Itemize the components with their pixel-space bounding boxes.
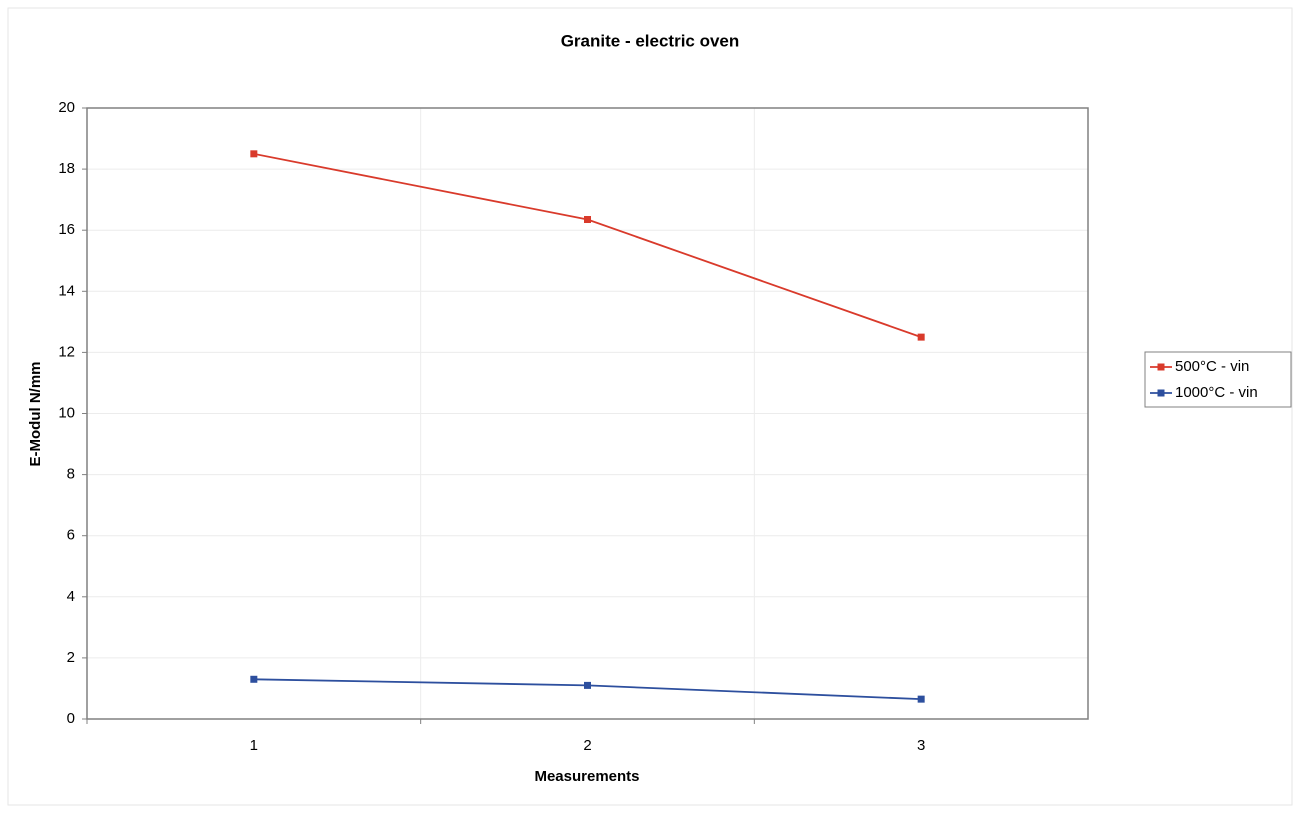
legend-marker [1157, 389, 1165, 397]
point-marker [250, 675, 258, 683]
point-marker [250, 150, 258, 158]
y-tick-label: 18 [58, 160, 75, 177]
y-tick-label: 2 [67, 649, 75, 666]
chart-title: Granite - electric oven [561, 31, 740, 50]
y-tick-label: 6 [67, 527, 75, 544]
plot-border [86, 107, 1089, 720]
x-axis-label: Measurements [534, 768, 639, 785]
legend-label: 500°C - vin [1175, 358, 1249, 375]
y-tick-label: 14 [58, 282, 75, 299]
y-tick-label: 10 [58, 404, 75, 421]
y-tick-label: 4 [67, 588, 75, 605]
point-marker [584, 216, 591, 224]
y-tick-label: 0 [67, 710, 75, 727]
x-tick-label: 3 [917, 737, 925, 754]
y-tick-label: 8 [67, 466, 75, 483]
legend-box [1144, 351, 1292, 408]
y-axis-label: E-Modul N/mm [27, 362, 44, 467]
point-marker [584, 681, 591, 689]
point-marker [917, 333, 925, 341]
x-tick-label: 1 [250, 737, 258, 754]
y-tick-label: 12 [58, 343, 75, 360]
legend-marker [1157, 363, 1165, 371]
x-tick-label: 2 [583, 737, 591, 754]
y-tick-label: 16 [58, 221, 75, 238]
point-marker [917, 695, 925, 703]
legend-label: 1000°C - vin [1175, 384, 1258, 401]
y-tick-label: 20 [58, 99, 75, 116]
